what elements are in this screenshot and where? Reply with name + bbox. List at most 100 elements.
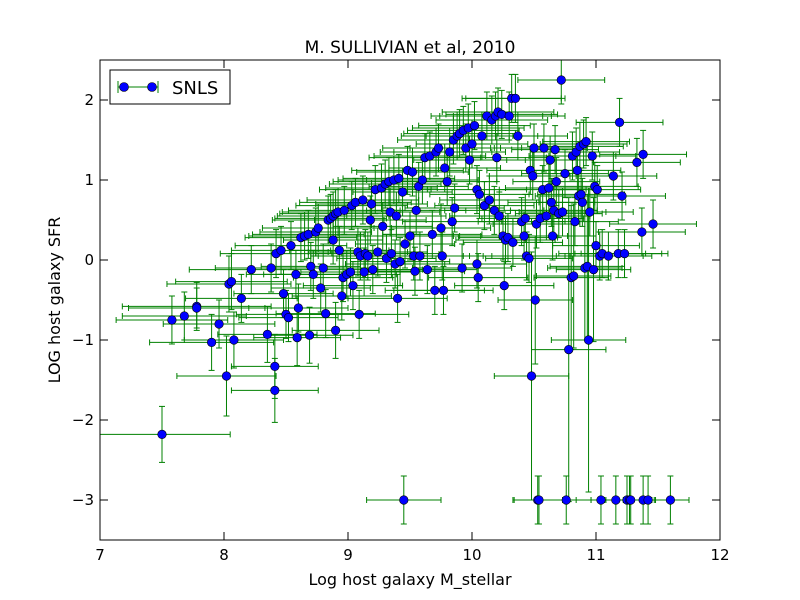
data-point [583, 335, 594, 345]
data-point [430, 285, 440, 296]
data-point [637, 227, 647, 237]
data-point [442, 177, 452, 187]
data-point [530, 295, 540, 305]
data-point [427, 229, 437, 239]
data-point [524, 253, 534, 263]
data-point [391, 211, 401, 221]
data-point [334, 245, 344, 255]
data-point [440, 163, 450, 173]
data-point [450, 203, 460, 213]
y-tick-label: 0 [84, 251, 94, 269]
chart-title: M. SULLIVIAN et al, 2010 [305, 38, 516, 58]
data-point [510, 93, 521, 103]
data-point [292, 333, 302, 343]
data-point [345, 267, 356, 277]
y-tick-label: −2 [72, 411, 94, 429]
data-point [405, 231, 415, 241]
data-point [262, 329, 273, 340]
data-point [588, 265, 599, 275]
data-point [278, 289, 289, 299]
data-point [569, 271, 579, 281]
data-point [457, 263, 467, 273]
data-point [560, 169, 570, 179]
data-point [520, 213, 530, 223]
data-point [499, 281, 509, 291]
data-point [519, 231, 529, 241]
data-point [417, 175, 428, 185]
legend-marker-right [147, 82, 157, 92]
data-point [359, 267, 369, 277]
data-point [207, 337, 217, 348]
data-point [508, 237, 518, 247]
data-point [411, 205, 421, 215]
y-axis-label: LOG host galaxy SFR [45, 217, 64, 384]
data-point [632, 157, 642, 167]
legend: SNLS [109, 69, 231, 105]
data-point [528, 171, 538, 181]
data-point [214, 319, 224, 329]
data-point [399, 495, 409, 505]
y-tick-label: 1 [84, 171, 94, 189]
data-point [492, 153, 502, 163]
data-point [283, 313, 294, 323]
data-point [469, 120, 480, 131]
data-point [473, 273, 483, 283]
data-point [585, 207, 595, 217]
data-point [626, 495, 636, 505]
data-point [477, 131, 487, 141]
data-point [494, 211, 504, 221]
data-point [321, 309, 331, 319]
legend-label-snls: SNLS [172, 78, 218, 99]
data-point [192, 303, 202, 313]
data-point [547, 231, 558, 241]
data-point [611, 495, 621, 505]
data-point [386, 249, 397, 259]
data-point [619, 249, 630, 259]
data-point [541, 211, 552, 221]
data-point [526, 371, 537, 381]
data-point [179, 311, 189, 321]
data-point [436, 223, 446, 233]
data-point [545, 155, 555, 165]
data-point [366, 199, 377, 209]
data-point [447, 217, 457, 227]
y-tick-label: 2 [84, 91, 94, 109]
data-point [393, 293, 403, 304]
data-point [587, 151, 597, 161]
data-point [395, 257, 405, 267]
data-point [331, 325, 341, 336]
data-point [445, 147, 455, 157]
data-point [316, 283, 326, 293]
data-point [246, 265, 256, 275]
data-point [572, 165, 583, 175]
x-tick-label: 11 [586, 546, 605, 564]
data-point [534, 495, 544, 505]
data-point [551, 177, 561, 187]
data-point [348, 281, 358, 291]
x-tick-label: 7 [95, 546, 105, 564]
data-point [400, 239, 410, 249]
data-point [603, 251, 614, 261]
data-point [229, 335, 239, 345]
data-point [544, 183, 554, 193]
data-point [313, 223, 323, 233]
data-point [276, 245, 286, 255]
data-point [397, 187, 408, 197]
data-point [221, 371, 232, 381]
legend-marker-left [119, 82, 129, 92]
data-point [365, 215, 375, 225]
data-point [614, 117, 625, 127]
data-point [539, 143, 549, 153]
data-point [643, 495, 653, 505]
data-point [591, 241, 601, 251]
data-point [410, 266, 420, 276]
data-point [433, 143, 444, 153]
data-point [394, 173, 404, 183]
data-point [157, 429, 167, 440]
data-point [608, 171, 618, 181]
data-point [270, 361, 280, 372]
markers-layer [157, 75, 676, 505]
data-point [577, 197, 587, 207]
x-tick-label: 12 [710, 546, 729, 564]
data-point [564, 345, 574, 355]
